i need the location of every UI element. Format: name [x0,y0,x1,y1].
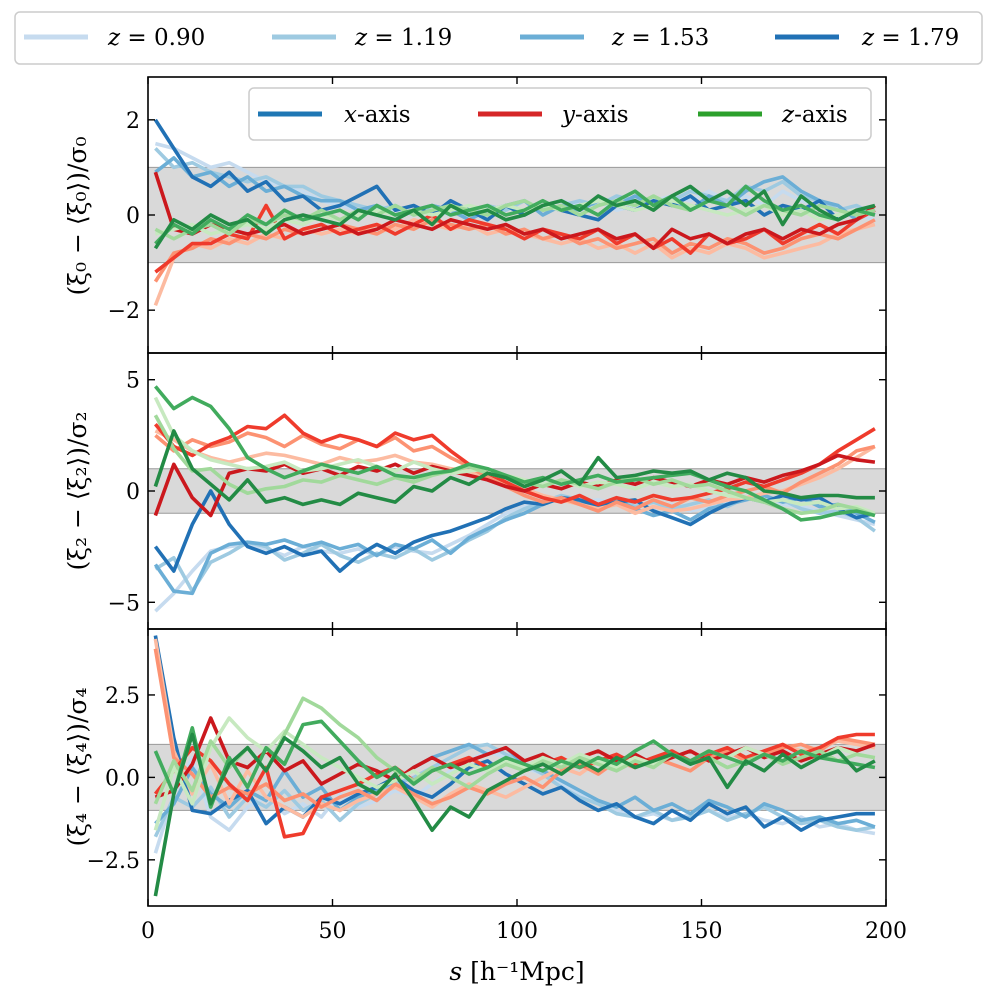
x-tick-label: 0 [141,919,155,944]
y-tick-label: 0 [126,480,140,505]
series-line-x-axis-shade-2 [153,493,876,596]
axis-legend: x-axis y-axis z-axis [248,87,872,141]
y-tick-label: 0 [126,204,140,229]
legend-label-z-axis: z-axis [781,102,848,128]
x-tick-label: 200 [865,919,907,944]
y-tick-label: 2 [126,109,140,134]
ylabel-xi2: (ξ₂ − ⟨ξ₂⟩)/σ₂ [63,412,92,571]
series-line-y-axis-shade-1 [153,218,876,283]
panel-xi4: −2.5 0.0 2.5 [87,628,887,907]
y-tick-label: 5 [126,369,140,394]
y-tick-label: −2.5 [87,849,140,874]
y-tick-label: 0.0 [105,766,140,791]
y-tick-label: −5 [108,591,140,616]
legend-label-z3: z = 1.53 [611,25,709,51]
legend-label-z4: z = 1.79 [861,25,959,51]
redshift-legend-box [14,11,983,65]
legend-label-z2: z = 1.19 [354,25,452,51]
series-line-z-axis-shade-3 [153,184,876,250]
series-line-z-axis-shade-0 [153,716,876,831]
series-line-z-axis-shade-3 [153,429,875,507]
x-tick-label: 100 [496,919,538,944]
panel-xi0: −2 0 2 [108,76,887,354]
series-lines [153,635,876,897]
x-tick-label: 50 [319,919,347,944]
series-line-z-axis-shade-2 [154,385,876,522]
axis-legend-box [248,87,872,141]
x-tick-labels: 0 50 100 150 200 [141,919,907,944]
series-line-y-axis-shade-3 [153,453,876,518]
x-axis-label: s [h⁻¹Mpc] [449,957,584,986]
series-line-x-axis-shade-1 [154,147,876,217]
series-line-z-axis-shade-3 [153,732,876,897]
ylabel-xi0: (ξ₀ − ⟨ξ₀⟩)/σ₀ [63,137,92,296]
series-line-y-axis-shade-2 [154,203,876,274]
series-line-y-axis-shade-1 [154,431,876,513]
y-tick-label: −2 [108,299,140,324]
series-line-z-axis-shade-1 [154,194,876,241]
series-lines [153,385,876,613]
y-tick-label: 2.5 [105,684,140,709]
x-tick-label: 150 [681,919,723,944]
series-lines [153,118,877,307]
panel-xi2: −5 0 5 [108,352,887,630]
redshift-legend: z = 0.90 z = 1.19 z = 1.53 z = 1.79 [14,11,983,65]
series-line-z-axis-shade-2 [154,184,876,245]
ylabel-xi4: (ξ₄ − ⟨ξ₄⟩)/σ₄ [63,688,92,847]
legend-label-x-axis: x-axis [344,102,411,128]
sigma-band [148,167,886,263]
series-line-z-axis-shade-0 [154,198,876,236]
legend-label-y-axis: y-axis [561,102,629,128]
legend-label-z1: z = 0.90 [107,25,205,51]
